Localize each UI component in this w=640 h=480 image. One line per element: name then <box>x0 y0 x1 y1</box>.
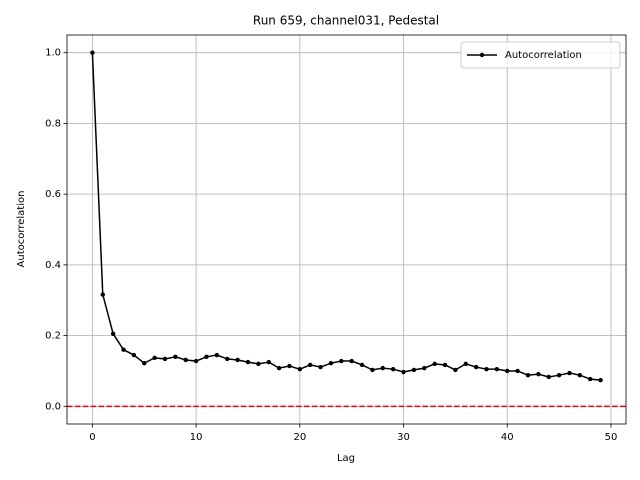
data-point <box>318 364 323 370</box>
data-point <box>567 370 572 376</box>
legend-marker <box>479 52 485 58</box>
data-point <box>505 368 510 374</box>
data-point <box>411 367 417 373</box>
y-tick-label: 0.2 <box>45 331 61 342</box>
y-tick-label: 0.4 <box>45 260 61 271</box>
data-point <box>183 357 188 363</box>
data-point <box>588 376 593 382</box>
data-point <box>266 359 271 365</box>
data-point <box>380 365 385 371</box>
data-point <box>598 377 603 383</box>
y-axis-label: Autocorrelation <box>16 191 27 268</box>
data-point <box>142 360 147 366</box>
x-tick-label: 30 <box>397 432 410 443</box>
data-point <box>556 372 562 378</box>
data-point <box>463 361 468 367</box>
data-point <box>422 365 427 371</box>
data-point <box>339 358 344 364</box>
data-point <box>204 354 209 360</box>
data-point <box>577 372 583 378</box>
x-axis-label: Lag <box>337 453 355 464</box>
data-point <box>173 354 178 360</box>
data-point <box>546 374 551 380</box>
data-point <box>276 365 282 371</box>
data-point <box>494 366 500 372</box>
y-tick-label: 1.0 <box>45 48 61 59</box>
data-point <box>235 357 240 363</box>
data-point <box>110 331 116 337</box>
data-point <box>401 369 406 375</box>
data-point <box>121 347 126 352</box>
data-point <box>297 366 303 372</box>
axes-frame <box>66 34 627 425</box>
data-point <box>100 292 105 297</box>
legend-label: Autocorrelation <box>505 50 582 61</box>
data-point <box>152 355 157 361</box>
data-point <box>473 364 479 370</box>
data-point <box>90 50 95 55</box>
data-point <box>349 358 354 364</box>
x-tick-label: 10 <box>190 432 203 443</box>
data-point <box>432 361 437 367</box>
y-tick-label: 0.0 <box>45 401 61 412</box>
data-point <box>162 356 168 362</box>
data-point <box>245 359 251 365</box>
x-tick-label: 0 <box>89 432 95 443</box>
x-tick-label: 20 <box>293 432 306 443</box>
data-point <box>256 361 261 367</box>
data-point <box>442 362 448 368</box>
data-point <box>453 367 458 373</box>
data-point <box>193 358 199 364</box>
data-point <box>359 362 365 368</box>
legend-box <box>460 41 621 69</box>
data-point <box>525 372 531 378</box>
data-point <box>484 366 489 372</box>
y-tick-label: 0.8 <box>45 118 61 129</box>
chart-title: Run 659, channel031, Pedestal <box>253 14 439 28</box>
x-tick-label: 40 <box>501 432 514 443</box>
data-point <box>390 366 396 372</box>
data-point <box>328 360 334 366</box>
data-line <box>91 52 601 381</box>
data-point <box>225 356 230 362</box>
data-point <box>287 363 292 369</box>
data-point <box>308 362 313 368</box>
data-point <box>131 352 137 358</box>
data-point <box>370 367 375 373</box>
data-point <box>536 371 541 377</box>
data-point <box>515 368 520 374</box>
x-tick-label: 50 <box>605 432 618 443</box>
data-point <box>214 352 220 358</box>
y-tick-label: 0.6 <box>45 189 61 200</box>
